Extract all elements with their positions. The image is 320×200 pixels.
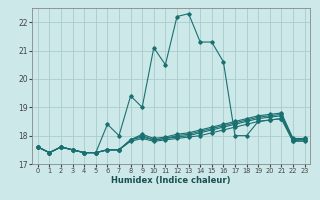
X-axis label: Humidex (Indice chaleur): Humidex (Indice chaleur) [111,176,231,185]
